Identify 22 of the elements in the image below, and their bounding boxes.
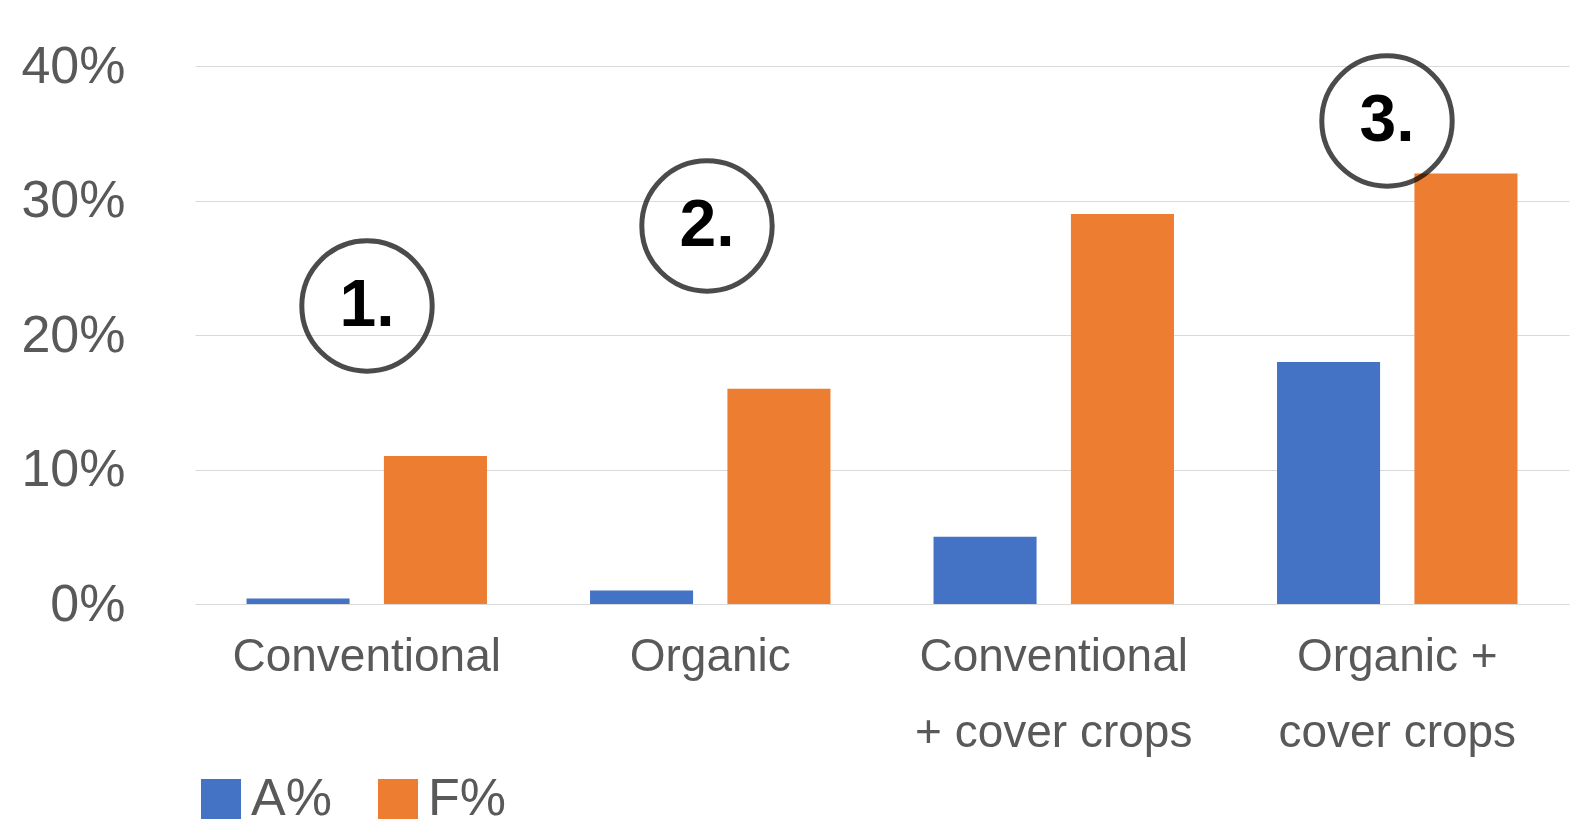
legend-label: F%	[428, 768, 506, 826]
y-tick-label: 40%	[21, 35, 126, 94]
y-tick-label: 0%	[50, 573, 126, 632]
bar	[590, 590, 694, 604]
annotation: 1.	[339, 266, 395, 340]
bar	[1070, 213, 1174, 604]
bar	[933, 536, 1037, 604]
bar	[383, 456, 487, 604]
y-tick-label: 20%	[21, 304, 126, 363]
annotation: 3.	[1359, 81, 1415, 155]
annotation: 2.	[679, 186, 735, 260]
legend-label: A%	[251, 768, 332, 826]
x-tick-label: Organic + cover crops	[1278, 628, 1517, 757]
bar	[246, 598, 350, 604]
y-tick-label: 30%	[21, 170, 126, 228]
bar	[1414, 173, 1518, 604]
bar	[727, 388, 831, 604]
x-tick-label: Organic	[629, 628, 791, 681]
x-tick-label: Conventional	[232, 628, 502, 681]
bar	[1277, 361, 1381, 604]
y-tick-label: 10%	[21, 439, 126, 497]
x-tick-label: Conventional + cover crops	[915, 628, 1193, 757]
